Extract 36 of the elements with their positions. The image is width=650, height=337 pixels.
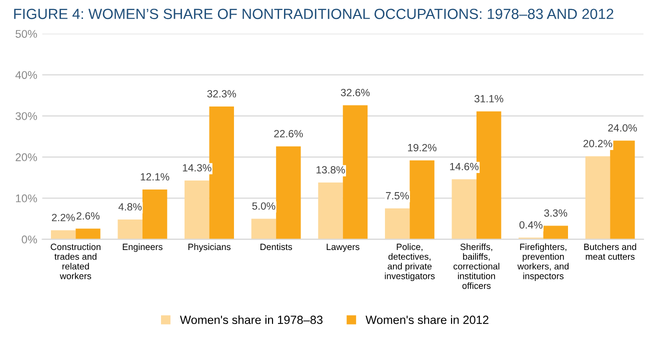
data-label: 0.4% xyxy=(519,221,542,229)
x-tick-label: Engineers xyxy=(122,243,162,252)
data-label: 22.6% xyxy=(274,130,303,138)
x-tick-label: Sheriffs, bailiffs, correctional institution officers xyxy=(454,243,500,289)
x-tick-label: Butchers and meat cutters xyxy=(584,243,636,260)
data-label: 3.3% xyxy=(544,209,568,217)
data-label: 4.8% xyxy=(118,203,142,211)
data-label: 13.8% xyxy=(316,166,345,174)
y-tick-label: 40% xyxy=(15,71,37,79)
legend-label: Women's share in 2012 xyxy=(366,315,488,324)
x-tick-label: Police, detectives, and private investigators xyxy=(384,243,435,282)
data-label: 14.6% xyxy=(450,162,479,170)
data-label: 24.0% xyxy=(608,124,637,132)
data-label: 12.1% xyxy=(140,173,170,180)
y-tick-label: 30% xyxy=(16,112,37,120)
chart-title: FIGURE 4: WOMEN’S SHARE OF NONTRADITIONAL OCCUPATIONS: 1978–83 AND 2012 xyxy=(14,8,614,20)
y-tick-label: 50% xyxy=(16,30,37,38)
legend-label: Women's share in 1978–83 xyxy=(180,315,323,324)
data-label: 20.2% xyxy=(583,140,612,148)
x-tick-label: Physicians xyxy=(188,243,231,252)
y-tick-label: 20% xyxy=(16,153,37,162)
data-label: 7.5% xyxy=(386,192,409,200)
x-tick-label: Construction trades and related workers xyxy=(50,243,100,280)
data-label: 5.0% xyxy=(252,202,276,210)
x-tick-label: Firefighters, prevention workers, and inspectors xyxy=(517,243,569,282)
x-tick-label: Dentists xyxy=(260,243,292,250)
data-label: 2.2% xyxy=(52,214,75,222)
data-label: 14.3% xyxy=(182,164,212,172)
data-label: 2.6% xyxy=(76,212,100,220)
y-tick-label: 0% xyxy=(22,236,37,244)
x-tick-label: Lawyers xyxy=(326,244,360,252)
data-label: 32.3% xyxy=(207,90,236,98)
y-tick-label: 10% xyxy=(16,194,37,202)
data-label: 31.1% xyxy=(474,95,504,102)
data-label: 32.6% xyxy=(340,88,370,96)
data-label: 19.2% xyxy=(408,144,436,152)
